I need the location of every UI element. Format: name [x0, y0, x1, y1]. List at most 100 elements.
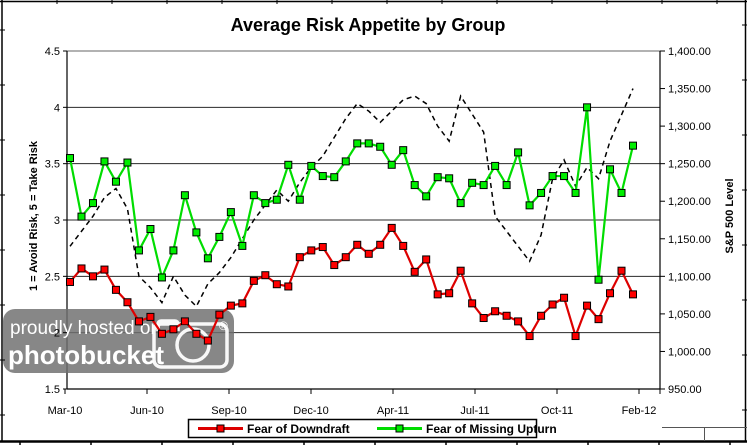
upturn-marker [100, 157, 109, 166]
upturn-marker [491, 161, 500, 170]
upturn-marker [295, 195, 304, 204]
downdraft-marker [146, 312, 155, 321]
downdraft-marker [422, 255, 431, 264]
downdraft-marker [491, 307, 500, 316]
photobucket-watermark: proudly hosted on photobucket ® [3, 309, 234, 373]
downdraft-marker [88, 272, 97, 281]
watermark-line1: proudly hosted on [10, 318, 161, 339]
upturn-marker [157, 273, 166, 282]
downdraft-marker [606, 289, 615, 298]
downdraft-marker [295, 253, 304, 262]
downdraft-marker [215, 310, 224, 319]
upturn-marker [353, 139, 362, 148]
y-left-tick-label: 2.5 [45, 271, 60, 283]
downdraft-marker [433, 290, 442, 299]
y-right-tick-label: 1,000.00 [668, 346, 711, 358]
upturn-marker [341, 157, 350, 166]
upturn-marker [318, 172, 327, 181]
downdraft-marker [284, 282, 293, 291]
series-layer [66, 88, 637, 345]
upturn-marker [594, 275, 603, 284]
y-left-tick-label: 2 [54, 328, 60, 340]
upturn-marker [88, 199, 97, 208]
upturn-marker [146, 225, 155, 234]
upturn-marker [180, 191, 189, 200]
downdraft-marker [353, 240, 362, 249]
downdraft-marker [594, 315, 603, 324]
camera-icon [152, 319, 229, 369]
upturn-marker [249, 191, 258, 200]
upturn-marker [77, 212, 86, 221]
legend: Fear of Downdraft Fear of Missing Upturn [187, 418, 557, 439]
upturn-marker [571, 188, 580, 197]
upturn-marker [284, 160, 293, 169]
axis-layer: 4.5 4 3.5 3 2.5 2 1.5 1,400.00 1,350.00 1,300.00 1… [45, 46, 711, 417]
upturn-marker [548, 172, 557, 181]
downdraft-marker [192, 329, 201, 338]
downdraft-marker [203, 336, 212, 345]
downdraft-marker [330, 261, 339, 270]
x-tick-label: Feb-12 [622, 405, 657, 417]
downdraft-marker [525, 332, 534, 341]
upturn-marker [606, 165, 615, 174]
upturn-marker [479, 181, 488, 190]
downdraft-marker [134, 317, 143, 326]
y-right-tick-label: 1,050.00 [668, 309, 711, 321]
upturn-marker [215, 232, 224, 241]
downdraft-marker [66, 277, 74, 286]
upturn-marker [445, 174, 454, 183]
downdraft-marker [514, 317, 523, 326]
upturn-marker [583, 103, 592, 112]
legend-downdraft-label: Fear of Downdraft [247, 422, 350, 436]
y-right-tick-label: 1,150.00 [668, 234, 711, 246]
downdraft-marker [548, 300, 557, 309]
y-left-tick-label: 3 [54, 215, 60, 227]
upturn-marker [456, 199, 465, 208]
y-left-tick-label: 1.5 [45, 384, 60, 396]
upturn-marker [537, 188, 546, 197]
upturn-marker [111, 177, 120, 186]
left-axis-title: 1 = Avoid Risk, 5 = Take Risk [28, 140, 40, 291]
y-right-tick-label: 1,250.00 [668, 159, 711, 171]
upturn-marker [238, 241, 247, 250]
upturn-marker [123, 158, 132, 167]
downdraft-marker [629, 290, 637, 299]
upturn-marker [307, 161, 316, 170]
downdraft-marker [468, 299, 477, 308]
x-tick-label: Jul-11 [460, 405, 489, 417]
downdraft-marker [169, 325, 178, 334]
legend-upturn-marker [395, 424, 404, 433]
upturn-marker [399, 146, 408, 155]
y-right-tick-label: 1,400.00 [668, 46, 711, 58]
downdraft-marker [307, 246, 316, 255]
downdraft-marker [502, 311, 511, 320]
downdraft-marker [318, 243, 327, 252]
upturn-marker [169, 246, 178, 255]
watermark-line2: photobucket [8, 340, 164, 370]
upturn-marker [560, 172, 569, 181]
upturn-marker [134, 246, 143, 255]
x-tick-label: Dec-10 [293, 405, 328, 417]
downdraft-marker [410, 267, 419, 276]
y-left-tick-label: 3.5 [45, 159, 60, 171]
downdraft-marker [456, 266, 465, 275]
upturn-marker [433, 173, 442, 182]
upturn-marker [192, 228, 201, 237]
downdraft-marker [617, 266, 626, 275]
downdraft-marker [341, 253, 350, 262]
upturn-marker [468, 178, 477, 187]
upturn-marker [226, 208, 235, 217]
y-right-tick-label: 1,100.00 [668, 271, 711, 283]
downdraft-marker [272, 280, 281, 289]
y-left-tick-label: 4.5 [45, 46, 60, 58]
downdraft-marker [123, 298, 132, 307]
x-tick-label: Mar-10 [48, 405, 83, 417]
upturn-marker [617, 188, 626, 197]
y-right-tick-label: 950.00 [668, 384, 702, 396]
downdraft-marker [77, 264, 86, 273]
upturn-marker [502, 181, 511, 190]
x-tick-label: Apr-11 [377, 405, 409, 417]
legend-downdraft-marker [216, 424, 225, 433]
